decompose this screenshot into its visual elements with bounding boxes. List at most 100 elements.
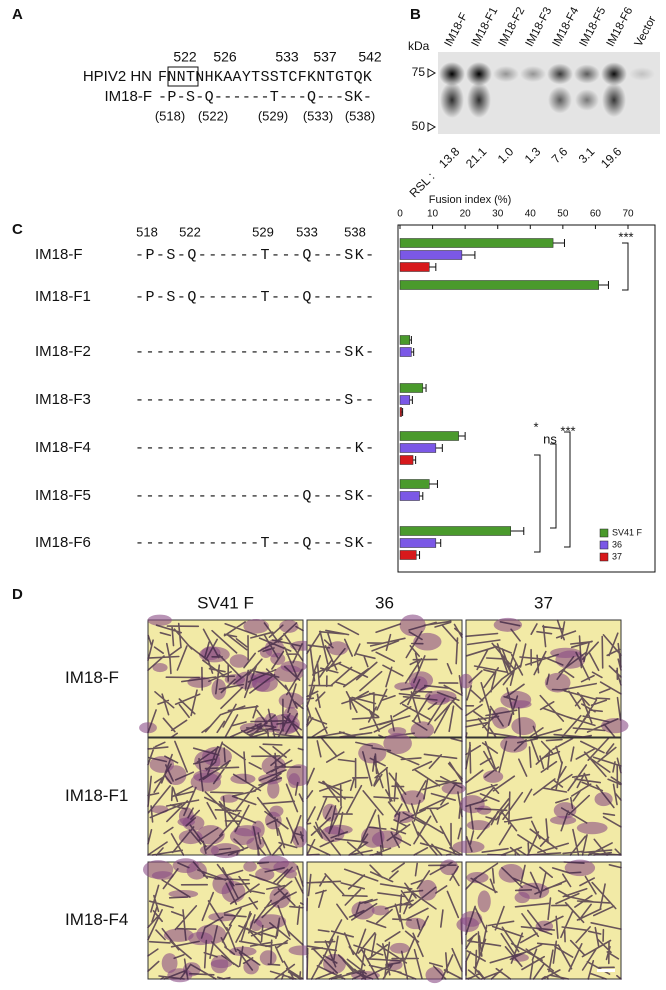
panel-label: A <box>12 6 23 23</box>
x-tick-label: 50 <box>557 209 569 220</box>
significance-bracket <box>550 443 557 529</box>
row-label: IM18-F4 <box>35 439 91 456</box>
row-label: IM18-F2 <box>35 343 91 360</box>
error-bar <box>422 384 427 392</box>
residue-note: (529) <box>258 108 288 123</box>
significance-bracket <box>564 431 571 548</box>
error-bar <box>435 539 442 547</box>
bar <box>399 479 430 489</box>
cell-body <box>165 765 187 786</box>
row-label: IM18-F3 <box>35 391 91 408</box>
x-tick-label: 40 <box>525 209 537 220</box>
marker-arrow <box>427 68 437 78</box>
significance-label: * <box>533 419 538 434</box>
x-tick-label: 20 <box>460 209 472 220</box>
bar <box>399 443 437 453</box>
cell-body <box>576 821 608 835</box>
cell-body <box>152 663 168 673</box>
row-label: IM18-F <box>35 246 83 263</box>
cell-body <box>139 722 157 734</box>
significance-label: *** <box>560 423 575 438</box>
significance-bracket <box>622 242 629 291</box>
rsl-value: 1.3 <box>522 144 544 166</box>
bar <box>399 335 411 345</box>
sequence: --------------------S-- <box>135 392 374 409</box>
bar <box>399 455 414 465</box>
residue-number: 533 <box>275 49 299 65</box>
bar <box>399 538 437 548</box>
column-header: SV41 F <box>197 593 254 612</box>
bar <box>399 491 420 501</box>
blot-band <box>629 67 655 81</box>
sequence: -P-S-Q------T---Q---SK- <box>158 89 372 106</box>
axis-title: Fusion index (%) <box>429 194 512 206</box>
cell-body <box>476 805 492 815</box>
cell-body <box>229 946 257 957</box>
error-bar <box>435 444 443 452</box>
error-bar <box>413 456 417 464</box>
blot-smear <box>575 89 599 111</box>
panel-label: D <box>12 586 23 603</box>
blot-band <box>466 62 492 86</box>
residue-number: 538 <box>344 224 366 239</box>
marker-label: 75 <box>412 65 426 79</box>
residue-number: 533 <box>296 224 318 239</box>
blot-band <box>439 62 465 86</box>
cell-body <box>261 756 286 776</box>
blot-band <box>574 64 600 84</box>
column-header: 36 <box>375 593 394 612</box>
cell-body <box>258 855 290 871</box>
error-bar <box>429 480 438 488</box>
x-tick-label: 10 <box>427 209 439 220</box>
bar <box>399 526 511 536</box>
lane-label: IM18-F1 <box>470 5 501 48</box>
error-bar <box>461 251 476 259</box>
cell-body <box>243 861 257 872</box>
residue-number: 529 <box>252 224 274 239</box>
cell-body <box>439 859 459 876</box>
error-bar <box>598 281 609 289</box>
lane-label: IM18-F4 <box>551 5 582 49</box>
cell-strands <box>306 861 463 980</box>
error-bar <box>416 551 421 559</box>
cell-strands <box>465 619 622 738</box>
x-tick-label: 0 <box>397 209 403 220</box>
cell-body <box>514 891 530 904</box>
cell-body <box>142 860 174 879</box>
lane-label: IM18-F <box>443 11 471 49</box>
bar <box>399 407 402 417</box>
legend-swatch <box>599 528 609 538</box>
error-bar <box>409 396 413 404</box>
cell-strands <box>465 737 622 856</box>
bar <box>399 238 554 248</box>
row-label: IM18-F5 <box>35 487 91 504</box>
cell-body <box>288 773 301 789</box>
x-tick-label: 60 <box>590 209 602 220</box>
sequence: -P-S-Q------T---Q---SK- <box>135 247 374 264</box>
cell-body <box>243 619 270 634</box>
blot-smear <box>548 86 572 114</box>
cell-body <box>408 671 434 690</box>
residue-note: (533) <box>303 108 333 123</box>
legend-swatch <box>599 540 609 550</box>
residue-note: (538) <box>345 108 375 123</box>
cell-strands <box>147 861 304 980</box>
error-bar <box>411 348 415 356</box>
cell-body <box>267 779 280 799</box>
unit-label: kDa <box>408 39 430 53</box>
cell-body <box>594 792 613 807</box>
significance-bracket <box>534 454 541 553</box>
cell-body <box>269 805 284 817</box>
cell-body <box>229 654 249 668</box>
significance-label: *** <box>618 229 633 244</box>
cell-body <box>466 820 491 831</box>
rsl-value: 13.8 <box>436 144 463 171</box>
panel-label: C <box>12 221 23 238</box>
cell-body <box>456 917 480 933</box>
cell-body <box>186 861 207 880</box>
residue-number: 522 <box>179 224 201 239</box>
rsl-value: 19.6 <box>598 144 625 171</box>
cell-body <box>389 942 410 954</box>
